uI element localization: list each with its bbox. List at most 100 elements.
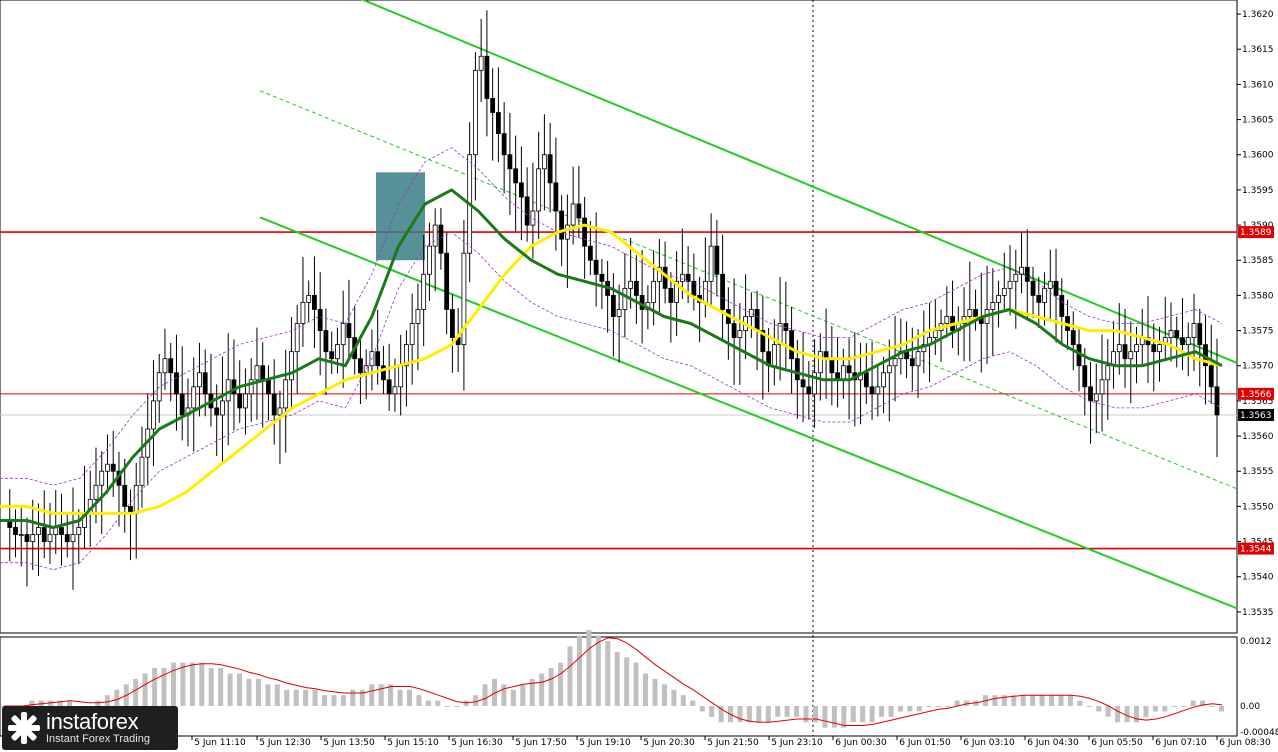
logo-name: instaforex <box>46 708 139 734</box>
candle-body <box>754 309 760 331</box>
candle-body <box>944 316 950 324</box>
candle-body <box>30 534 36 542</box>
macd-bar <box>170 662 176 706</box>
candle-body <box>386 379 392 395</box>
level-badge <box>1238 387 1274 400</box>
macd-bar <box>841 706 847 728</box>
candle-body <box>915 351 921 367</box>
candle-body <box>714 245 720 275</box>
channel-mid-line <box>259 90 1238 490</box>
candle-body <box>1208 365 1214 388</box>
candle-body <box>478 55 484 71</box>
candle-body <box>398 365 404 388</box>
candle-body <box>432 224 438 247</box>
candle-body <box>599 273 605 282</box>
candle-body <box>679 273 685 282</box>
candle-body <box>760 330 766 353</box>
macd-bar <box>133 678 139 706</box>
candle-body <box>513 168 519 184</box>
candle-body <box>93 484 99 500</box>
candle-body <box>1070 330 1076 346</box>
candle-body <box>777 323 783 346</box>
candle-body <box>375 351 381 367</box>
macd-bar <box>1077 700 1083 706</box>
candle-body <box>335 344 340 360</box>
macd-bar <box>444 706 450 707</box>
candle-body <box>587 245 593 261</box>
macd-bar <box>992 695 998 706</box>
macd-bar <box>208 668 214 706</box>
y-tick-label: 1.3540 <box>1242 573 1274 583</box>
macd-bar <box>199 662 205 706</box>
candle-body <box>812 372 817 395</box>
candle-body <box>168 358 174 374</box>
macd-bar <box>850 706 856 723</box>
candle-body <box>490 98 496 113</box>
candle-body <box>1157 344 1162 353</box>
candle-body <box>444 252 450 310</box>
macd-bar <box>690 700 696 706</box>
current-price-label: 1.3563 <box>1240 411 1272 421</box>
macd-bar <box>369 684 375 706</box>
candle-body <box>800 379 806 388</box>
macd-bar <box>520 684 526 706</box>
y-tick-label: 1.3615 <box>1242 45 1274 55</box>
y-tick-label: 1.3585 <box>1242 256 1274 266</box>
macd-bar <box>1200 700 1206 706</box>
candle-body <box>1059 294 1065 317</box>
candle-body <box>179 393 185 416</box>
macd-bar <box>1086 706 1092 707</box>
candle-body <box>1185 337 1191 346</box>
candle-body <box>731 323 737 338</box>
macd-bar <box>1171 706 1177 707</box>
candle-body <box>122 484 128 507</box>
candle-body <box>18 534 24 536</box>
candle-body <box>570 203 576 226</box>
candle-body <box>708 245 714 282</box>
candle-body <box>1134 344 1139 353</box>
candle-body <box>622 287 628 310</box>
candle-body <box>1036 294 1042 303</box>
x-tick-label: 5 Jun 17:50 <box>515 738 567 748</box>
candle-body <box>1128 351 1134 360</box>
candle-body <box>289 351 294 381</box>
macd-bar <box>189 662 195 706</box>
candle-body <box>501 133 507 156</box>
candle-body <box>1168 330 1174 339</box>
macd-bar <box>114 689 120 706</box>
candle-body <box>47 534 53 542</box>
candle-body <box>450 309 455 339</box>
macd-bar <box>1001 695 1007 706</box>
candle-body <box>1099 379 1105 395</box>
macd-bar <box>680 695 686 706</box>
macd-bar <box>463 700 469 706</box>
macd-bar <box>1181 706 1187 707</box>
candle-body <box>1088 386 1093 402</box>
macd-bar <box>661 684 667 706</box>
x-tick-label: 6 Jun 07:10 <box>1155 738 1207 748</box>
macd-bar <box>964 700 970 706</box>
macd-bar <box>274 684 280 706</box>
macd-bar <box>784 706 790 717</box>
candle-body <box>105 463 110 472</box>
candle-body <box>473 69 478 156</box>
macd-bar <box>803 706 809 723</box>
macd-bar <box>595 635 601 706</box>
macd-bar <box>142 673 148 706</box>
brand-logo: instaforex Instant Forex Trading <box>2 706 178 750</box>
candle-body <box>36 527 41 535</box>
sma-green-line <box>0 188 1223 529</box>
macd-bar <box>57 700 63 706</box>
macd-bar <box>1105 706 1111 717</box>
candle-body <box>990 302 996 310</box>
candle-body <box>260 365 266 381</box>
macd-bar <box>1209 706 1215 707</box>
candle-body <box>846 365 852 374</box>
candle-body <box>340 323 346 346</box>
macd-bar <box>1134 706 1140 723</box>
candle-body <box>973 309 978 317</box>
macd-bar <box>558 662 564 706</box>
candle-body <box>329 351 335 360</box>
candle-body <box>133 484 139 514</box>
